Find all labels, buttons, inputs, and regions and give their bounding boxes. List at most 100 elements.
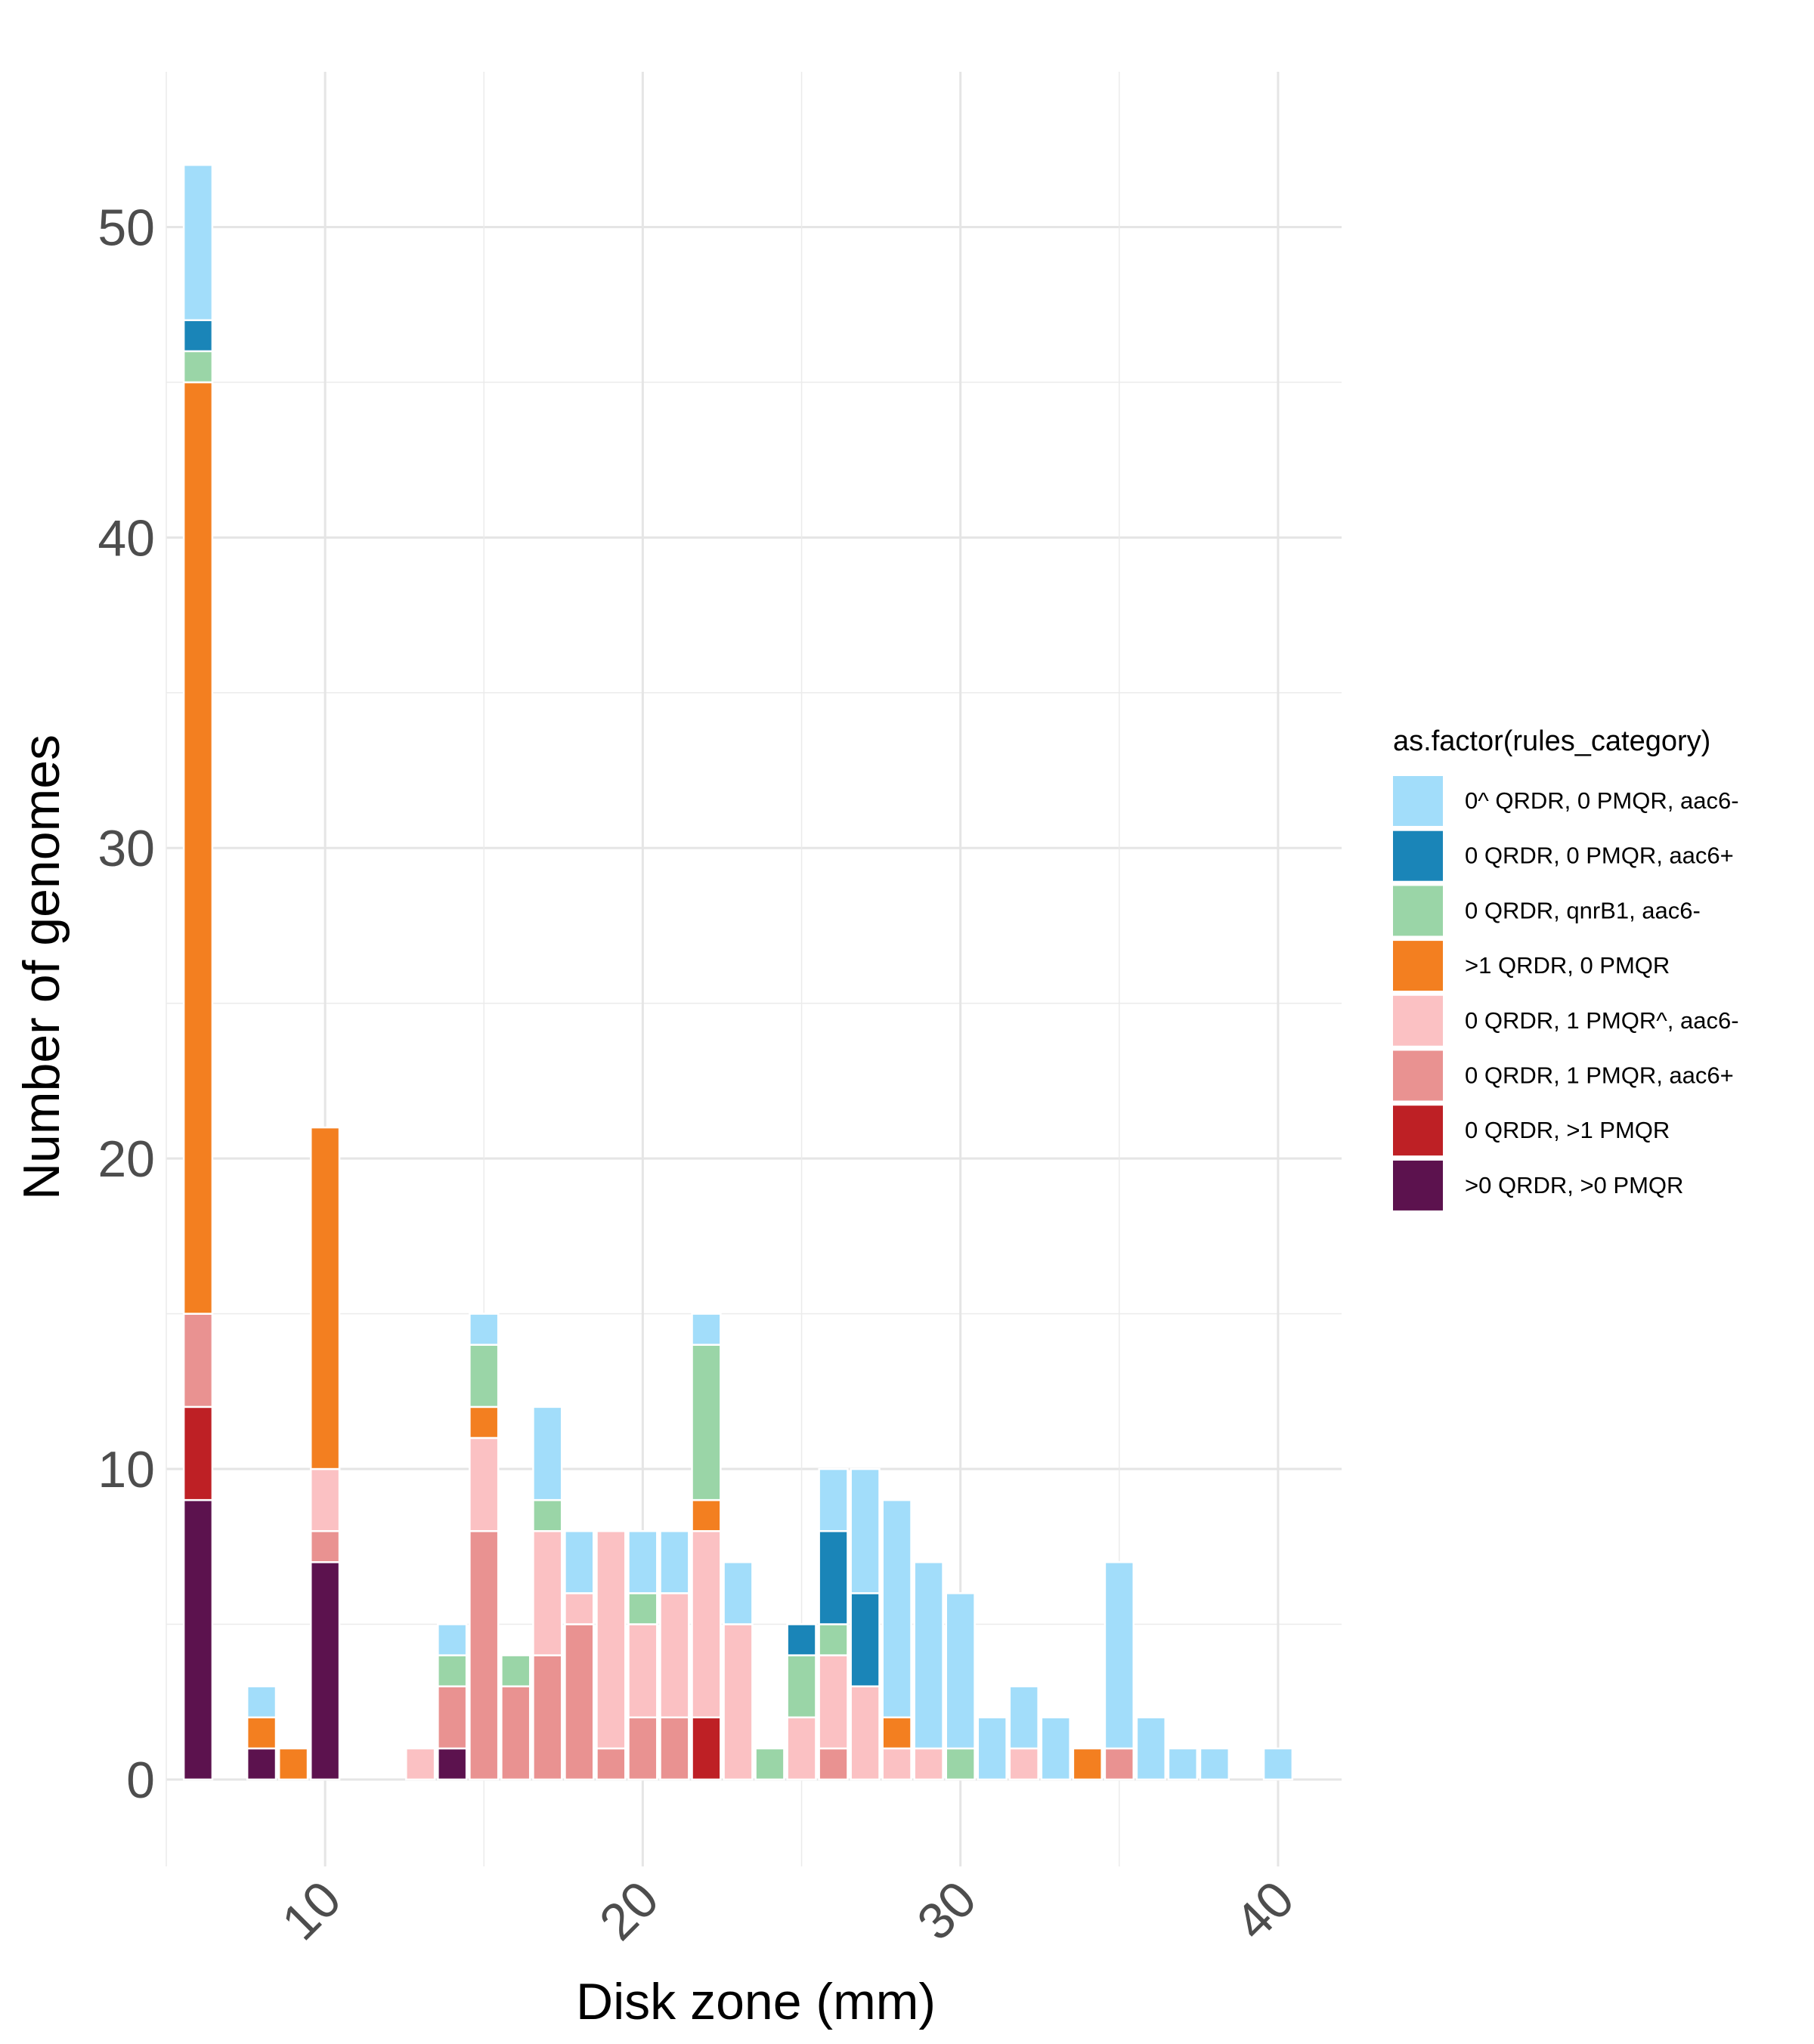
bar-segment xyxy=(627,1716,658,1781)
bar-segment xyxy=(469,1313,500,1346)
legend-key xyxy=(1393,1105,1443,1156)
bar-segment xyxy=(786,1623,817,1656)
bar-segment xyxy=(532,1405,563,1501)
bar-segment xyxy=(850,1592,881,1687)
bar-segment xyxy=(1167,1747,1199,1781)
legend-key xyxy=(1393,1160,1443,1211)
bar-segment xyxy=(691,1344,722,1501)
bar-segment xyxy=(246,1747,277,1781)
y-tick-label: 10 xyxy=(98,1441,155,1498)
bar-segment xyxy=(532,1654,563,1781)
bar-segment xyxy=(469,1405,500,1439)
bar-segment xyxy=(437,1747,468,1781)
bar-segment xyxy=(1008,1685,1039,1750)
y-tick-label: 0 xyxy=(126,1752,155,1809)
bar-segment xyxy=(977,1716,1008,1781)
bar-segment xyxy=(564,1592,595,1625)
grid xyxy=(166,72,1342,1866)
legend-label: 0 QRDR, >1 PMQR xyxy=(1465,1117,1670,1143)
y-tick-label: 20 xyxy=(98,1130,155,1188)
bar-segment xyxy=(818,1529,849,1625)
legend-label: >1 QRDR, 0 PMQR xyxy=(1465,952,1670,979)
bar-segment xyxy=(532,1498,563,1532)
bar-segment xyxy=(309,1126,341,1470)
bar-segment xyxy=(277,1747,309,1781)
bar-segment xyxy=(881,1498,912,1719)
bar-segment xyxy=(1072,1747,1103,1781)
bar-segment xyxy=(1135,1716,1166,1781)
bar-segment xyxy=(818,1654,849,1750)
bar-segment xyxy=(532,1529,563,1656)
bar-segment xyxy=(500,1654,531,1687)
bar-segment xyxy=(437,1654,468,1687)
legend-key xyxy=(1393,1050,1443,1101)
bar-segment xyxy=(850,1685,881,1781)
legend-label: 0 QRDR, 0 PMQR, aac6+ xyxy=(1465,843,1734,869)
bar-segment xyxy=(437,1623,468,1656)
bar-segment xyxy=(246,1716,277,1750)
bar-segment xyxy=(691,1313,722,1346)
bar-segment xyxy=(1262,1747,1294,1781)
bar-segment xyxy=(723,1623,754,1781)
legend-title: as.factor(rules_category) xyxy=(1393,725,1710,757)
bar-segment xyxy=(309,1529,341,1563)
bar-segment xyxy=(182,1313,214,1409)
bar-segment xyxy=(246,1685,277,1719)
x-axis-title: Disk zone (mm) xyxy=(576,1973,936,2030)
bar-segment xyxy=(1104,1747,1135,1781)
y-tick-label: 30 xyxy=(98,820,155,877)
bar-segment xyxy=(1040,1716,1071,1781)
bar-segment xyxy=(818,1747,849,1781)
y-tick-label: 40 xyxy=(98,509,155,567)
bar-segment xyxy=(309,1467,341,1532)
legend-key xyxy=(1393,830,1443,881)
bar-segment xyxy=(182,164,214,321)
bar-segment xyxy=(627,1529,658,1594)
bar-segment xyxy=(945,1592,976,1750)
legend-label: 0 QRDR, 1 PMQR, aac6+ xyxy=(1465,1062,1734,1089)
bar-segment xyxy=(691,1716,722,1781)
bar-segment xyxy=(309,1561,341,1781)
bar-segment xyxy=(945,1747,976,1781)
bar-segment xyxy=(469,1436,500,1532)
bar-segment xyxy=(850,1467,881,1594)
bars xyxy=(182,164,1294,1781)
bar-segment xyxy=(405,1747,436,1781)
legend-label: 0 QRDR, 1 PMQR^, aac6- xyxy=(1465,1007,1739,1034)
bar-segment xyxy=(564,1529,595,1594)
bar-segment xyxy=(1008,1747,1039,1781)
bar-segment xyxy=(1104,1561,1135,1750)
bar-segment xyxy=(627,1592,658,1625)
bar-segment xyxy=(659,1592,690,1719)
bar-segment xyxy=(627,1623,658,1719)
bar-segment xyxy=(913,1747,944,1781)
bar-segment xyxy=(182,1405,214,1501)
legend-label: 0 QRDR, qnrB1, aac6- xyxy=(1465,897,1701,923)
bar-segment xyxy=(182,1498,214,1781)
bar-segment xyxy=(754,1747,785,1781)
bar-segment xyxy=(818,1467,849,1532)
bar-segment xyxy=(182,319,214,353)
bar-segment xyxy=(500,1685,531,1781)
bar-segment xyxy=(881,1747,912,1781)
bar-segment xyxy=(437,1685,468,1750)
bar-segment xyxy=(913,1561,944,1750)
y-tick-labels: 0 10 20 30 40 50 xyxy=(98,199,155,1808)
bar-segment xyxy=(469,1344,500,1409)
bar-segment xyxy=(564,1623,595,1781)
bar-segment xyxy=(818,1623,849,1656)
bar-segment xyxy=(786,1716,817,1781)
bar-segment xyxy=(786,1654,817,1719)
legend-key xyxy=(1393,995,1443,1046)
legend-label: >0 QRDR, >0 PMQR xyxy=(1465,1172,1683,1198)
bar-segment xyxy=(659,1529,690,1594)
bar-segment xyxy=(659,1716,690,1781)
bar-segment xyxy=(182,350,214,384)
legend-key xyxy=(1393,941,1443,991)
bar-segment xyxy=(596,1747,627,1781)
bar-segment xyxy=(182,381,214,1315)
bar-segment xyxy=(881,1716,912,1750)
legend-key xyxy=(1393,776,1443,826)
